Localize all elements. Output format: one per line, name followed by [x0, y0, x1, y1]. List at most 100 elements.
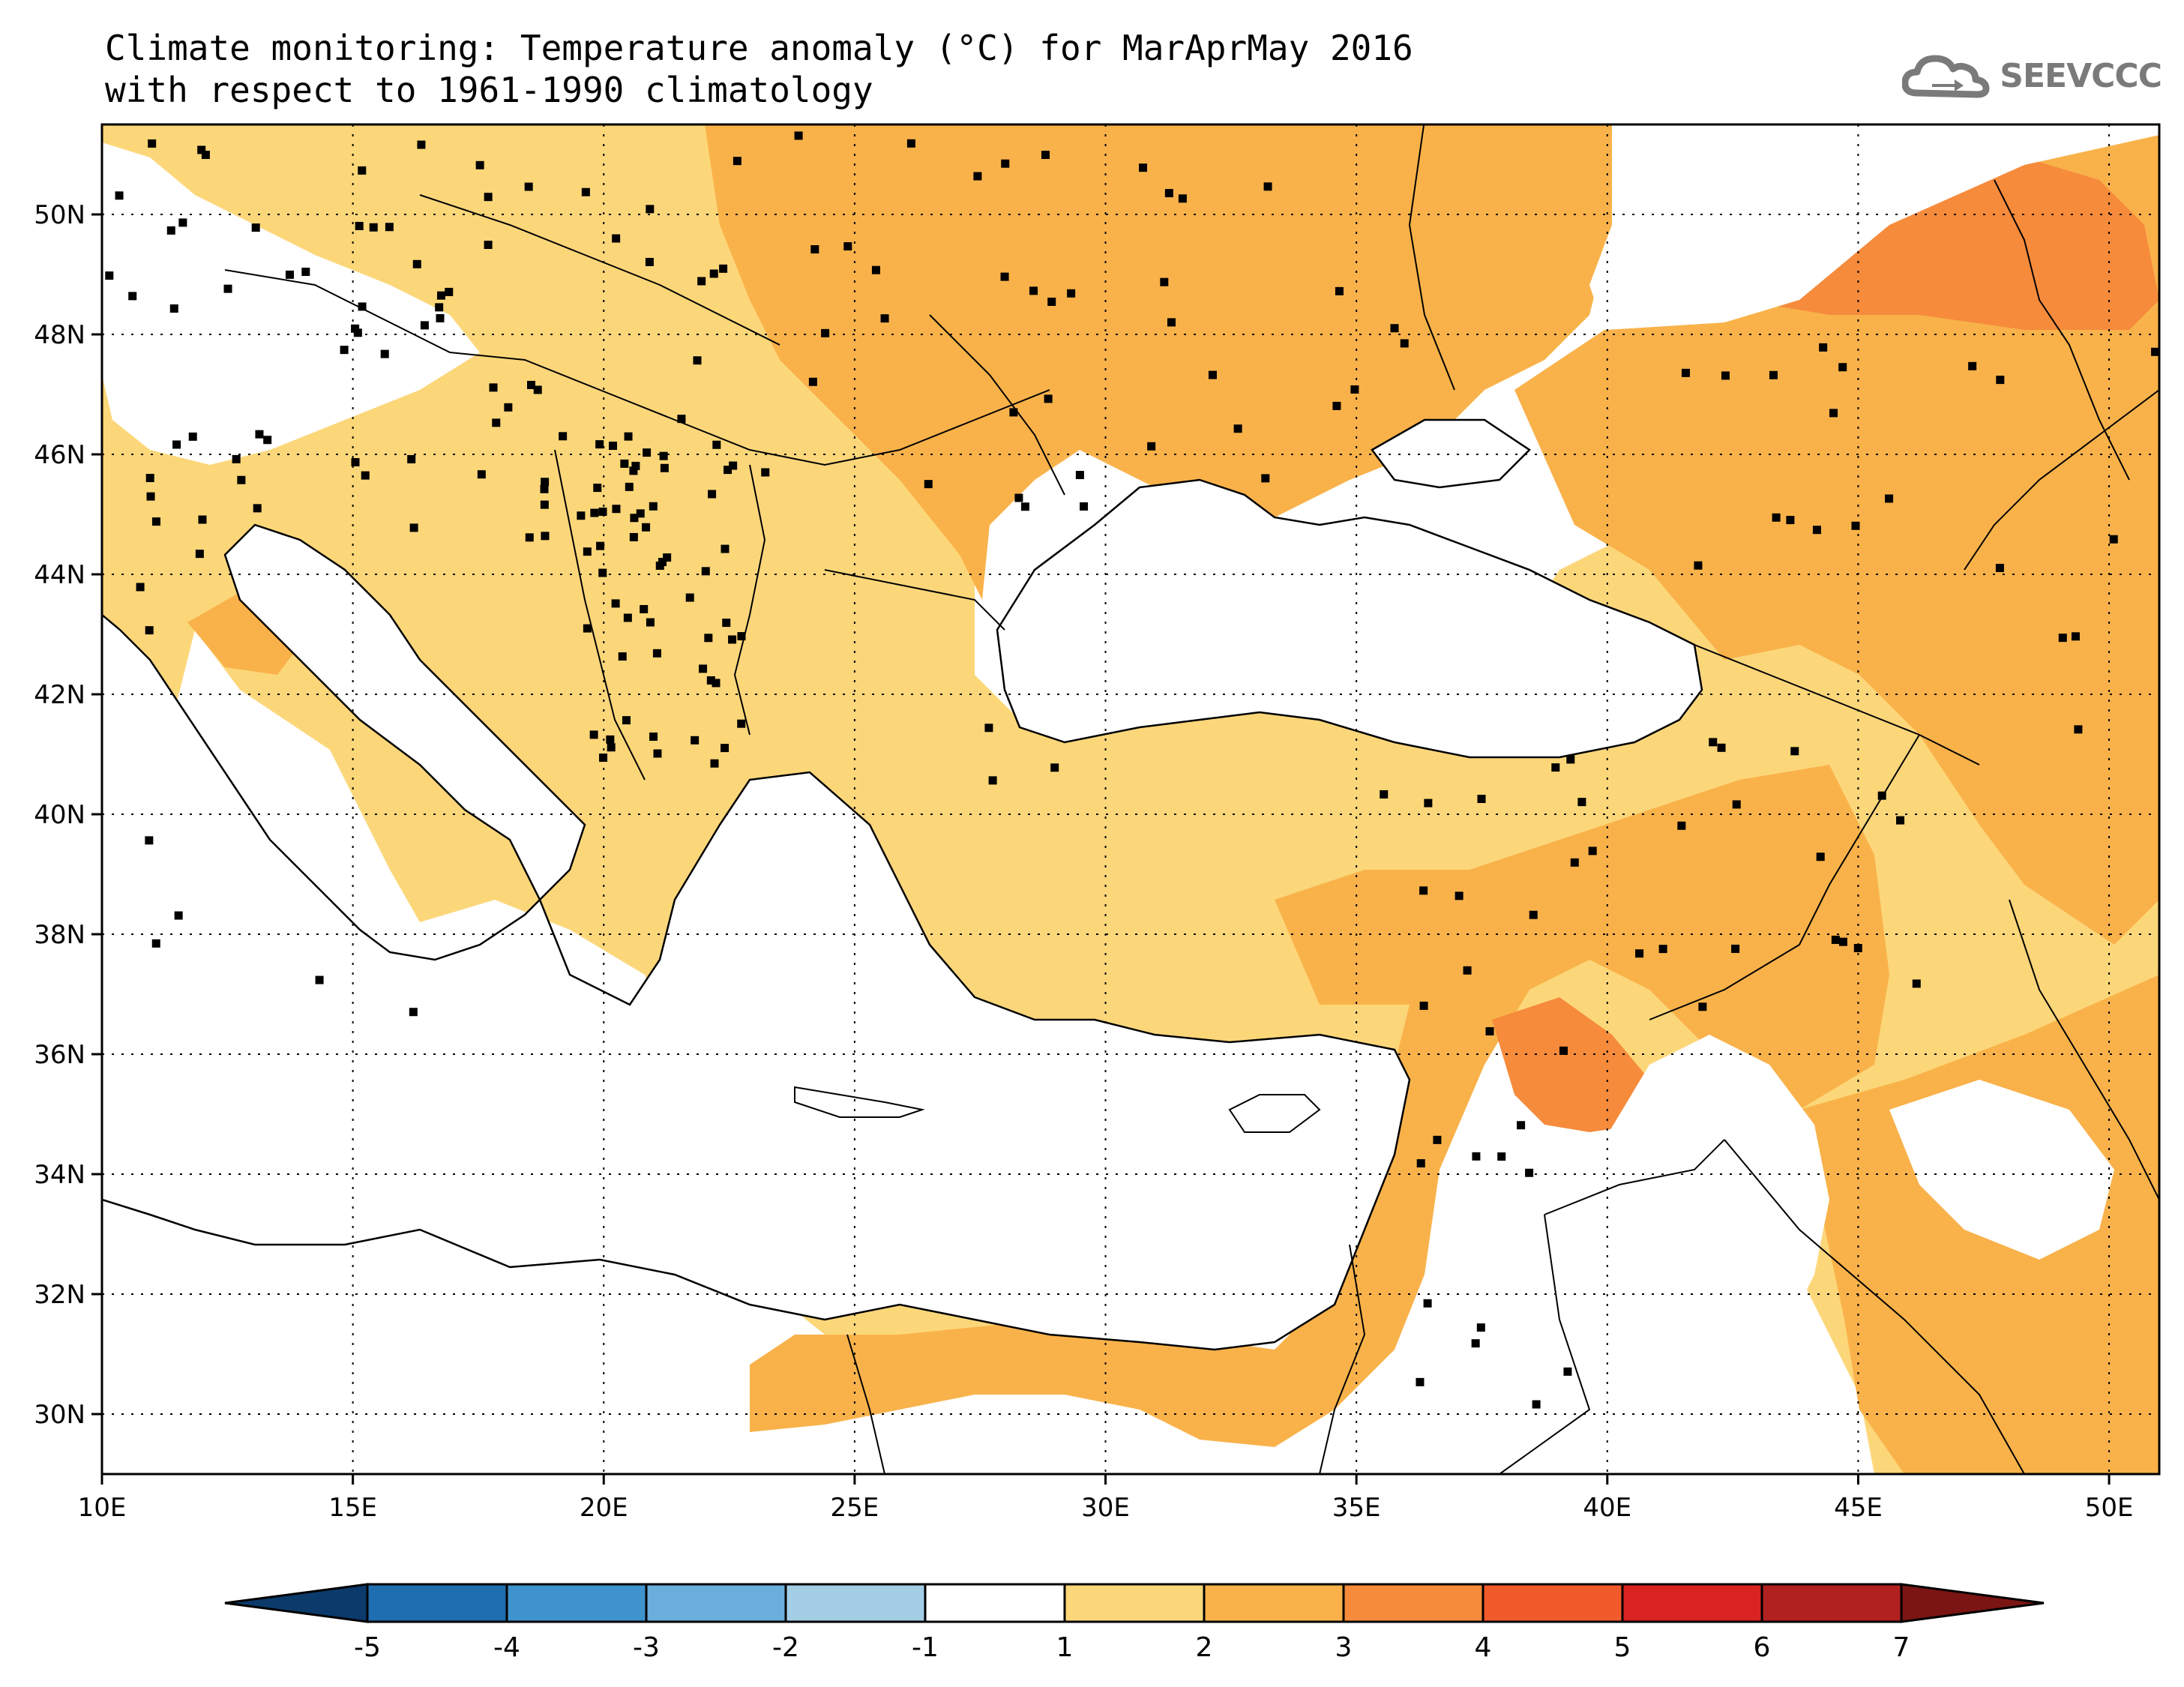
station-marker [1433, 1135, 1442, 1144]
station-marker [710, 759, 719, 768]
station-marker [1812, 526, 1821, 535]
sea-of-azov [1371, 418, 1531, 489]
station-marker [541, 532, 550, 541]
station-marker [237, 475, 246, 484]
station-marker [685, 593, 694, 602]
station-marker [1816, 852, 1825, 861]
border-line [1724, 1139, 2025, 1474]
station-marker [612, 234, 621, 243]
station-marker [821, 328, 830, 337]
station-marker [595, 440, 604, 449]
station-marker [540, 500, 549, 509]
station-marker [1529, 910, 1538, 919]
colorbar-tick-label: 7 [1893, 1632, 1910, 1663]
map-frame [100, 123, 2161, 1476]
station-marker [492, 418, 501, 427]
station-marker [1877, 791, 1886, 800]
colorbar-tick-label: -4 [493, 1632, 520, 1663]
station-marker [708, 490, 717, 499]
station-marker [435, 303, 444, 312]
colorbar-cell [366, 1583, 508, 1623]
seevccc-logo: SEEVCCC [1902, 49, 2162, 102]
anomaly-region-3-4-south [1492, 997, 1649, 1132]
station-marker [1050, 763, 1059, 772]
logo-text: SEEVCCC [2000, 56, 2162, 95]
station-marker [169, 304, 178, 313]
lon-tick-label: 40E [1583, 1493, 1631, 1523]
station-marker [630, 514, 639, 523]
station-marker [1566, 755, 1575, 764]
station-marker [1335, 286, 1344, 295]
station-marker [1009, 408, 1018, 417]
station-marker [1588, 846, 1597, 855]
station-marker [361, 471, 370, 480]
station-marker [1350, 385, 1359, 394]
station-layer [105, 131, 2160, 1409]
station-marker [1164, 189, 1173, 198]
station-marker [178, 218, 187, 227]
station-marker [409, 523, 418, 532]
station-marker [625, 482, 634, 491]
station-marker [1819, 343, 1828, 352]
station-marker [622, 716, 631, 725]
station-marker [623, 613, 632, 622]
station-marker [146, 492, 155, 501]
station-marker [1525, 1168, 1534, 1177]
station-marker [598, 507, 607, 516]
border-line [1694, 644, 1980, 766]
title-line-2: with respect to 1961-1990 climatology [105, 70, 873, 110]
station-marker [721, 744, 729, 753]
station-marker [722, 619, 731, 628]
colorbar-cell [1203, 1583, 1345, 1623]
station-marker [1831, 935, 1840, 944]
station-marker [2071, 632, 2080, 641]
station-marker [652, 649, 661, 658]
station-marker [1721, 371, 1730, 380]
station-marker [232, 454, 241, 463]
station-marker [351, 457, 360, 466]
station-marker [589, 730, 598, 739]
station-marker [1681, 368, 1690, 377]
anomaly-region-below-1-caspian [1589, 124, 2159, 330]
station-marker [640, 604, 649, 613]
station-marker [984, 724, 993, 733]
lat-tick-label: 44N [34, 560, 85, 590]
station-marker [1044, 394, 1053, 403]
station-marker [1029, 286, 1038, 295]
lon-tick-label: 30E [1081, 1493, 1130, 1523]
station-marker [541, 478, 550, 487]
station-marker [355, 221, 364, 230]
station-marker [1400, 339, 1409, 348]
station-marker [1677, 821, 1686, 830]
station-marker [706, 676, 715, 685]
map-title: Climate monitoring: Temperature anomaly … [105, 27, 1413, 111]
station-marker [583, 624, 592, 633]
station-marker [645, 257, 654, 266]
station-marker [475, 160, 484, 169]
station-marker [2058, 634, 2067, 643]
station-marker [1497, 1152, 1506, 1161]
border-line [1499, 1214, 1591, 1474]
station-marker [1838, 937, 1847, 946]
station-marker [583, 547, 592, 556]
station-marker [198, 515, 207, 524]
station-marker [701, 567, 710, 576]
station-marker [380, 349, 389, 358]
station-marker [351, 324, 360, 333]
station-marker [2151, 347, 2160, 356]
cyprus-coast [1228, 1094, 1321, 1133]
station-marker [151, 939, 160, 948]
colorbar-tick-label: 2 [1196, 1632, 1213, 1663]
lat-tick-label: 50N [34, 200, 85, 230]
colorbar-cell [784, 1583, 927, 1623]
station-marker [115, 191, 124, 200]
station-marker [1517, 1121, 1526, 1130]
station-marker [285, 270, 294, 279]
station-marker [636, 509, 645, 518]
station-marker [358, 166, 367, 175]
lat-tick-label: 40N [34, 800, 85, 830]
station-marker [693, 356, 702, 365]
station-marker [477, 470, 486, 479]
station-marker [843, 242, 852, 251]
